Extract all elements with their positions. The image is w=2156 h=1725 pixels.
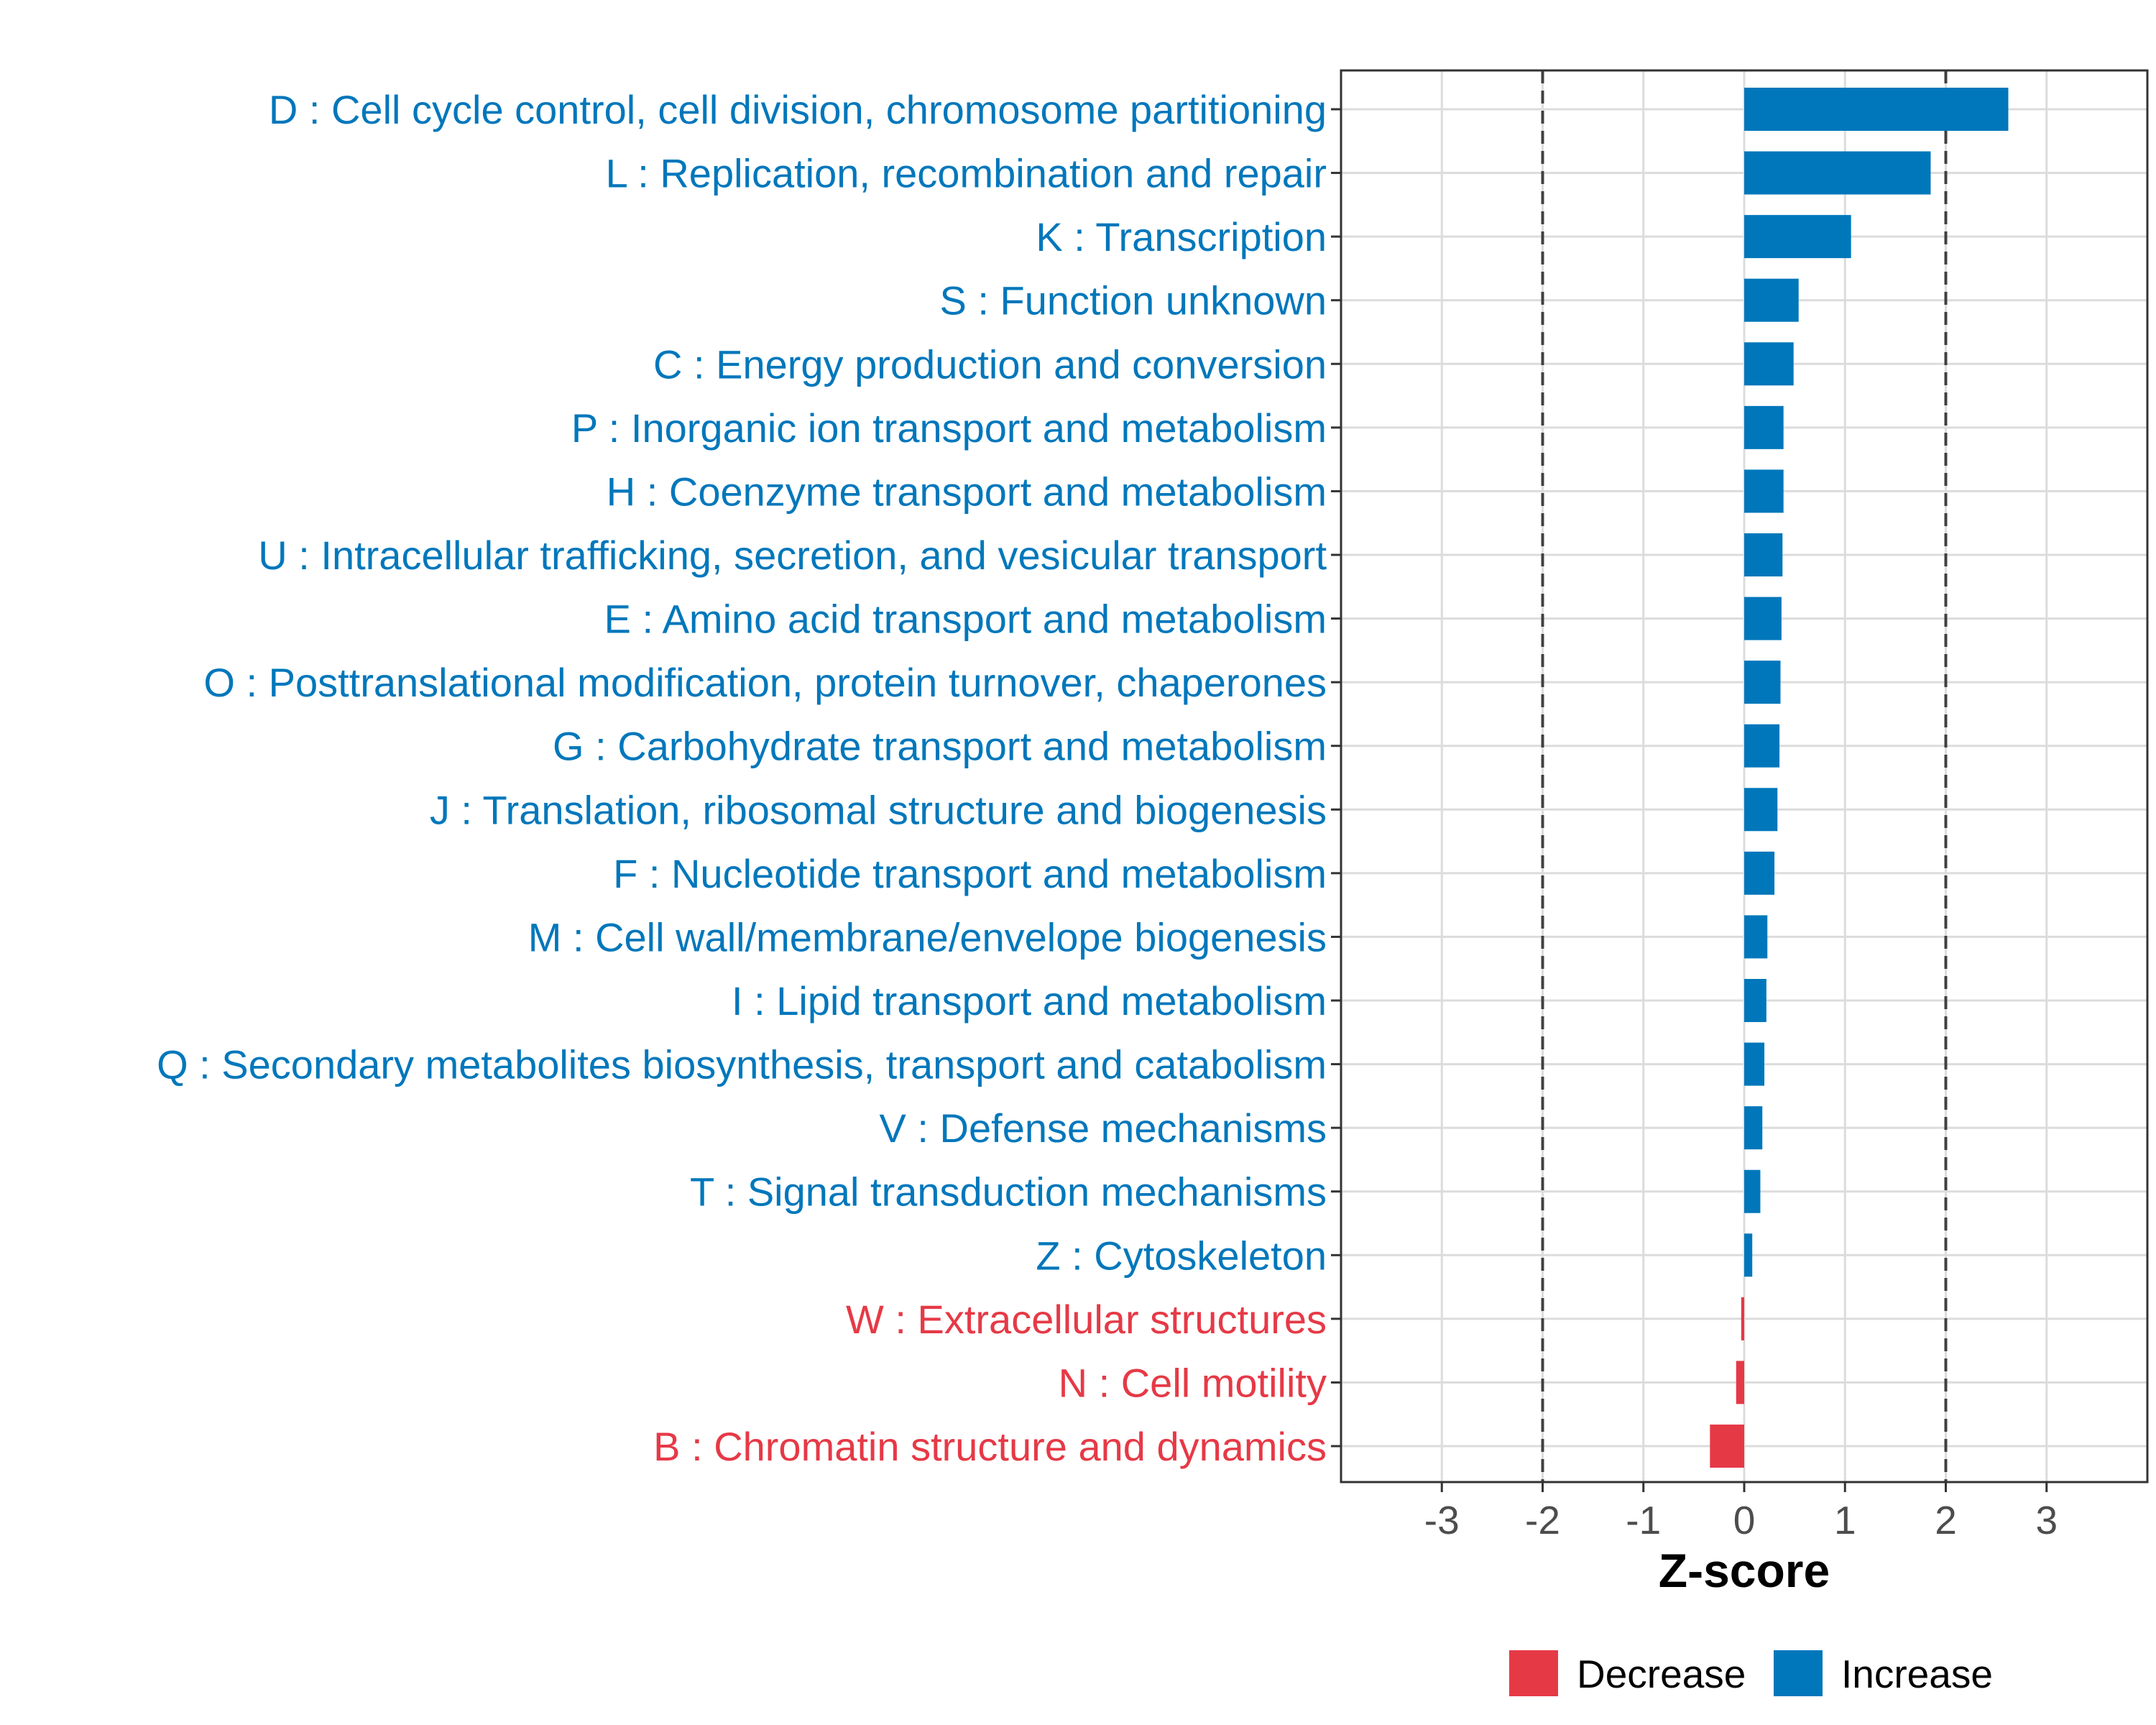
- x-tick-label: -1: [1626, 1498, 1661, 1542]
- category-labels: D : Cell cycle control, cell division, c…: [157, 87, 1327, 1469]
- x-axis-ticks: -3 -2 -1 0 1 2 3: [1424, 1482, 2058, 1542]
- bar-t: [1744, 1169, 1761, 1213]
- category-label: W : Extracellular structures: [846, 1297, 1327, 1342]
- bar-z: [1744, 1233, 1753, 1277]
- bar-k: [1744, 215, 1851, 259]
- category-label: D : Cell cycle control, cell division, c…: [269, 87, 1327, 132]
- x-tick-label: 3: [2035, 1498, 2058, 1542]
- bar-p: [1744, 405, 1784, 449]
- bar-f: [1744, 851, 1775, 895]
- bar-e: [1744, 597, 1782, 640]
- category-label: K : Transcription: [1036, 214, 1327, 259]
- x-tick-label: -3: [1424, 1498, 1460, 1542]
- category-label: B : Chromatin structure and dynamics: [653, 1424, 1327, 1469]
- bar-n: [1736, 1361, 1744, 1404]
- bar-l: [1744, 151, 1931, 195]
- bar-u: [1744, 533, 1783, 576]
- category-label: F : Nucleotide transport and metabolism: [613, 851, 1327, 896]
- bar-g: [1744, 724, 1780, 768]
- category-label: Z : Cytoskeleton: [1036, 1233, 1327, 1278]
- category-label: S : Function unknown: [939, 278, 1327, 323]
- bar-i: [1744, 979, 1766, 1022]
- bar-m: [1744, 915, 1768, 959]
- bar-h: [1744, 469, 1784, 513]
- bar-d: [1744, 88, 2009, 131]
- category-label: L : Replication, recombination and repai…: [606, 151, 1327, 196]
- category-label: P : Inorganic ion transport and metaboli…: [571, 405, 1327, 451]
- bar-c: [1744, 342, 1794, 386]
- bar-q: [1744, 1042, 1765, 1086]
- x-tick-label: -2: [1525, 1498, 1560, 1542]
- x-tick-label: 1: [1834, 1498, 1856, 1542]
- category-label: E : Amino acid transport and metabolism: [604, 597, 1327, 642]
- category-label: J : Translation, ribosomal structure and…: [430, 787, 1327, 832]
- legend-key-increase: [1774, 1650, 1823, 1696]
- x-tick-label: 2: [1935, 1498, 1957, 1542]
- bar-j: [1744, 788, 1778, 832]
- bar-s: [1744, 278, 1799, 322]
- legend-label-decrease: Decrease: [1577, 1652, 1746, 1696]
- bar-v: [1744, 1106, 1763, 1150]
- category-label: Q : Secondary metabolites biosynthesis, …: [157, 1042, 1327, 1087]
- legend: Decrease Increase: [1509, 1650, 1993, 1696]
- category-label: V : Defense mechanisms: [880, 1105, 1327, 1151]
- category-label: N : Cell motility: [1059, 1360, 1327, 1405]
- category-label: T : Signal transduction mechanisms: [690, 1169, 1327, 1215]
- category-label: I : Lipid transport and metabolism: [732, 978, 1327, 1024]
- bar-w: [1741, 1297, 1744, 1340]
- x-tick-label: 0: [1733, 1498, 1756, 1542]
- legend-key-decrease: [1509, 1650, 1558, 1696]
- bars: [1710, 88, 2009, 1468]
- category-label: C : Energy production and conversion: [653, 341, 1327, 387]
- bar-b: [1710, 1425, 1744, 1468]
- category-label: G : Carbohydrate transport and metabolis…: [553, 724, 1327, 769]
- y-axis-ticks: [1331, 108, 1341, 1448]
- category-label: M : Cell wall/membrane/envelope biogenes…: [528, 914, 1327, 960]
- legend-label-increase: Increase: [1841, 1652, 1993, 1696]
- bar-o: [1744, 661, 1781, 704]
- category-label: H : Coenzyme transport and metabolism: [607, 469, 1327, 514]
- category-label: U : Intracellular trafficking, secretion…: [258, 533, 1327, 578]
- x-axis-title: Z-score: [1659, 1544, 1830, 1597]
- category-label: O : Posttranslational modification, prot…: [203, 660, 1327, 705]
- reference-lines: [1541, 70, 1948, 1482]
